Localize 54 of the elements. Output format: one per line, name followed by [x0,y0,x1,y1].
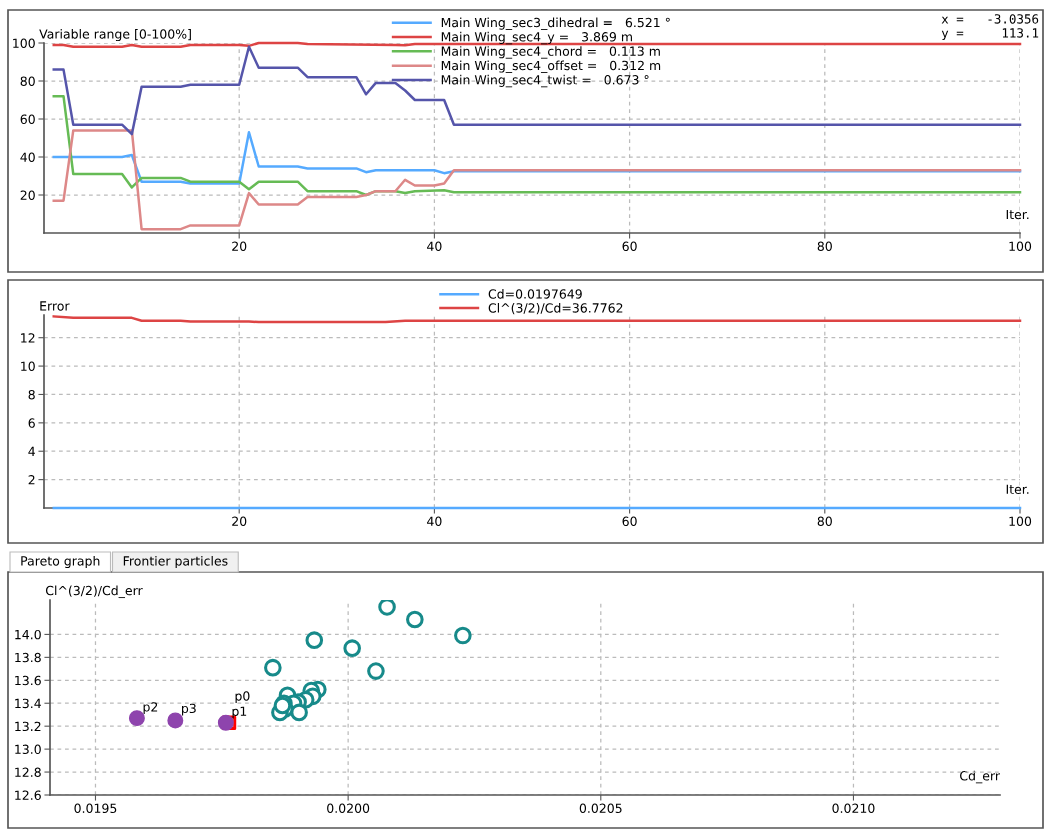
x-tick-label: 80 [817,241,832,252]
legend-label: Main Wing_sec4_chord = 0.113 m [441,46,660,59]
text: x = -3.0356 [941,14,1039,24]
x-axis-title: Cd_err [960,770,1000,784]
y-tick-label: 13.8 [15,652,41,663]
x-axis-title: Iter. [1006,209,1029,220]
y-tick-label: 10 [21,361,35,372]
y-tick-label: 4 [28,446,35,456]
annotation: p3 [182,703,196,716]
legend-label: Main Wing_sec3_dihedral = 6.521 ° [441,17,670,30]
x-tick-label: 60 [622,241,637,252]
legend-label: Main Wing_sec4_offset = 0.312 m [441,60,661,73]
y-tick-label: 60 [20,114,35,124]
x-tick-label: 0.0200 [327,803,370,814]
x-tick-label: 0.0205 [579,803,622,814]
x-tick-label: 100 [1009,241,1032,252]
y-tick-label: 20 [20,190,35,200]
annotation: p0 [235,691,250,704]
x-axis-title: Iter. [1006,484,1029,494]
annotation: p1 [232,706,247,719]
y-tick-label: 13.4 [15,698,41,709]
legend-label: Cd=0.0197649 [488,289,582,299]
x-tick-label: 100 [1009,516,1032,527]
y-axis-title: Cl^(3/2)/Cd_err [45,585,143,599]
y-tick-label: 100 [13,38,35,48]
x-tick-label: 20 [232,516,247,527]
y-tick-label: 8 [28,389,35,400]
annotation: p2 [143,702,158,715]
y-tick-label: 80 [20,76,35,86]
y-tick-label: 12.8 [15,767,41,777]
y-axis-title: Variable range [0-100%] [39,29,191,42]
x-tick-label: 0.0195 [74,803,117,814]
text: Frontier particles [123,555,228,569]
x-tick-label: 40 [427,241,442,252]
x-tick-label: 80 [817,516,832,527]
legend-label: Main Wing_sec4_twist = 0.673 ° [441,74,649,88]
text: y = 113.1 [941,28,1039,41]
y-tick-label: 2 [28,475,35,485]
y-tick-label: 12.6 [15,790,41,800]
legend-label: Main Wing_sec4_y = 3.869 m [441,31,632,45]
legend-label: Cl^(3/2)/Cd=36.7762 [488,302,623,315]
x-tick-label: 0.0210 [832,803,875,814]
y-tick-label: 12 [21,333,35,343]
y-tick-label: 14.0 [15,629,41,640]
y-tick-label: 6 [28,418,35,428]
x-tick-label: 20 [232,241,247,252]
text: Pareto graph [21,555,100,569]
x-tick-label: 60 [622,516,637,527]
y-tick-label: 13.6 [15,675,41,686]
y-tick-label: 13.0 [15,744,41,755]
y-tick-label: 13.2 [15,721,41,732]
x-tick-label: 40 [427,516,442,527]
y-axis-title: Error [40,301,70,311]
y-tick-label: 40 [20,152,35,162]
